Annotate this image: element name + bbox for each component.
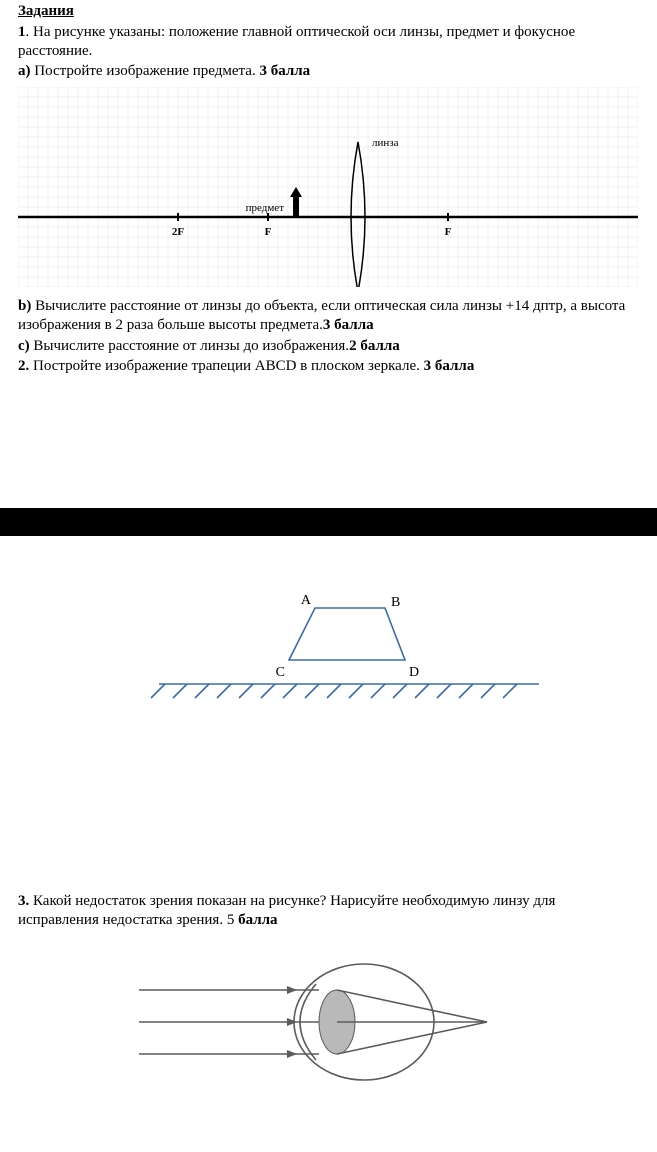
task1-c: с) Вычислите расстояние от линзы до изоб… — [18, 337, 639, 356]
task1-a: а) Постройте изображение предмета. 3 бал… — [18, 62, 639, 81]
svg-text:2F: 2F — [172, 226, 185, 238]
svg-text:F: F — [445, 226, 452, 238]
svg-text:линза: линза — [372, 137, 399, 149]
page-1: Задания 1. На рисунке указаны: положение… — [0, 0, 657, 508]
svg-text:F: F — [265, 226, 272, 238]
svg-text:C: C — [275, 665, 284, 680]
tasks-header: Задания — [18, 2, 639, 21]
mirror-diagram: A B C D — [99, 592, 559, 732]
task3-text: 3. Какой недостаток зрения показан на ри… — [18, 892, 639, 930]
svg-text:предмет: предмет — [246, 202, 285, 214]
svg-text:A: A — [300, 593, 311, 608]
task1-b: b) Вычислите расстояние от линзы до объе… — [18, 297, 639, 335]
task2-text: 2. Постройте изображение трапеции АВСD в… — [18, 357, 639, 376]
page-break — [0, 508, 657, 536]
page-2: A B C D 3. Какой недостаток зрения показан … — [0, 536, 657, 1152]
svg-text:D: D — [409, 665, 419, 680]
task1-intro: 1. На рисунке указаны: положение главной… — [18, 23, 639, 61]
eye-diagram — [129, 942, 529, 1102]
lens-diagram: 2F F Fпредмет линза — [18, 87, 638, 287]
svg-text:B: B — [391, 595, 400, 610]
